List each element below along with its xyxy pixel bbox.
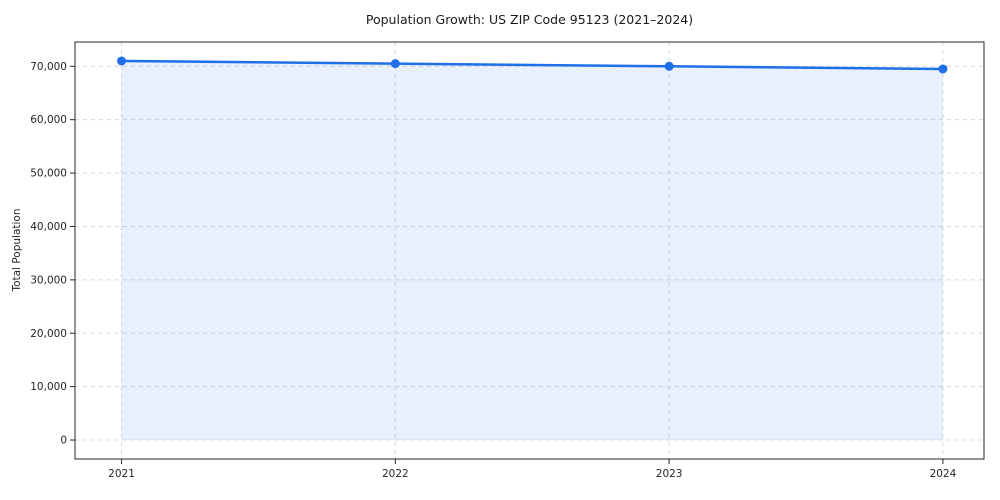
y-tick-label: 40,000 [30, 221, 67, 233]
y-tick-label: 20,000 [30, 328, 67, 340]
y-tick-label: 70,000 [30, 61, 67, 73]
x-tick-label: 2023 [656, 468, 683, 480]
x-tick-label: 2022 [382, 468, 409, 480]
axes-spines [74, 41, 985, 460]
area-fill [121, 60, 943, 441]
data-point [117, 56, 127, 66]
data-line [121, 59, 943, 71]
y-axis-label: Total Population [11, 208, 23, 292]
x-tick-label: 2024 [930, 468, 957, 480]
data-point [664, 61, 674, 71]
x-tick-label: 2021 [108, 468, 135, 480]
chart-title: Population Growth: US ZIP Code 95123 (20… [365, 12, 694, 27]
data-point [938, 64, 948, 74]
y-tick-label: 30,000 [30, 274, 67, 286]
y-tick-label: 60,000 [30, 114, 67, 126]
y-tick-label: 0 [60, 435, 67, 447]
data-point [390, 59, 400, 69]
y-tick-label: 50,000 [30, 168, 67, 180]
y-tick-label: 10,000 [30, 381, 67, 393]
